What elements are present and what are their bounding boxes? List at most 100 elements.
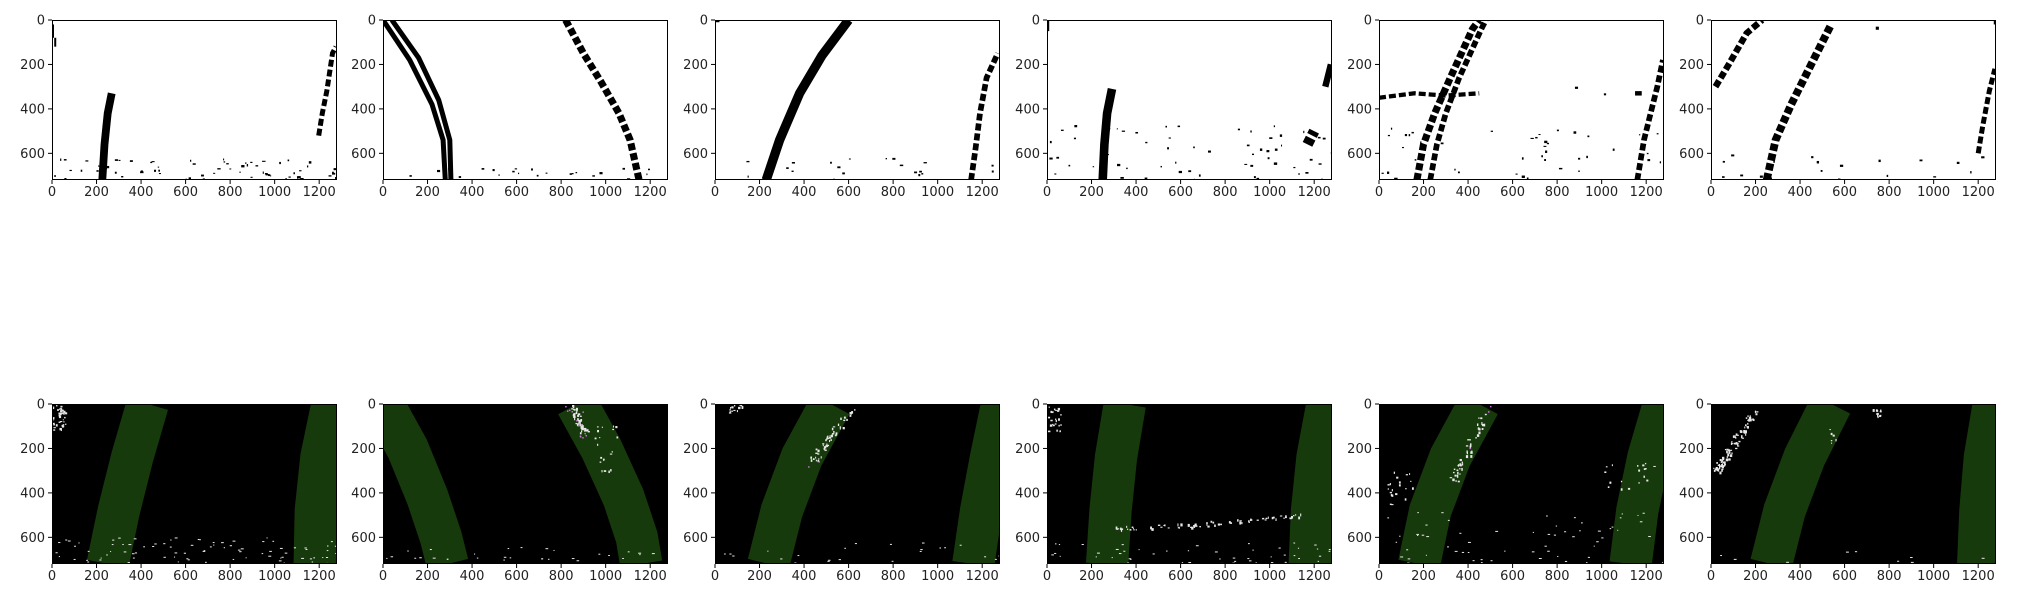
pixel-blob [1603, 93, 1607, 96]
axes-frame [52, 404, 337, 564]
noise-pixel [1617, 529, 1619, 531]
noise-pixel [612, 428, 615, 431]
x-tick-label: 600 [173, 185, 198, 200]
noise-pixel [1255, 562, 1258, 564]
noise-pixel [1587, 556, 1590, 558]
noise-pixel [1879, 414, 1882, 416]
panel-r1-c5-image [1711, 404, 1996, 564]
pixel-blob [1574, 86, 1579, 89]
noise-pixel [1642, 512, 1645, 514]
noise-pixel [536, 174, 539, 177]
noise-pixel [197, 538, 200, 540]
x-tick-label: 400 [1124, 569, 1149, 584]
noise-pixel [63, 421, 65, 423]
noise-pixel [229, 545, 233, 547]
y-tick-label: 600 [1347, 147, 1372, 162]
noise-pixel [58, 415, 62, 419]
noise-pixel [730, 406, 732, 409]
noise-pixel [334, 545, 337, 547]
detected-pixel [1283, 517, 1285, 519]
noise-pixel [481, 168, 485, 170]
noise-pixel [326, 550, 329, 552]
noise-pixel [920, 549, 923, 551]
x-tick-label: 1000 [589, 569, 622, 584]
detected-pixel [1191, 526, 1194, 530]
axes-frame [383, 404, 668, 564]
x-tick-label: 200 [747, 569, 772, 584]
detected-pixel [1721, 469, 1723, 472]
noise-pixel [1214, 551, 1218, 553]
detected-pixel [824, 449, 827, 451]
noise-pixel [157, 166, 160, 168]
detected-pixel [1722, 459, 1724, 462]
detected-pixel [826, 437, 828, 440]
noise-pixel [892, 157, 896, 160]
x-tick-label: 0 [711, 185, 719, 200]
noise-pixel [1619, 517, 1622, 519]
detected-pixel [1298, 516, 1301, 520]
detected-pixel [1163, 524, 1165, 527]
x-tick-label: 800 [881, 569, 906, 584]
x-tick-label: 200 [84, 185, 109, 200]
noise-pixel [1408, 473, 1411, 475]
highlight-pixel [566, 410, 569, 412]
noise-pixel [58, 421, 61, 423]
noise-pixel [1318, 163, 1322, 165]
x-tick-label: 800 [1877, 185, 1902, 200]
noise-pixel [1467, 541, 1471, 543]
noise-pixel [1877, 415, 1879, 419]
detected-pixel [1199, 525, 1201, 528]
noise-pixel [1055, 419, 1057, 423]
noise-pixel [335, 177, 337, 180]
y-tick-label: 200 [1015, 58, 1040, 73]
noise-pixel [1267, 157, 1270, 160]
detected-pixel [1459, 458, 1462, 462]
noise-pixel [1421, 534, 1425, 536]
x-tick-label: 800 [549, 569, 574, 584]
noise-pixel [627, 551, 630, 553]
x-tick-label: 1200 [1298, 185, 1331, 200]
axes-frame [715, 20, 1000, 180]
detected-pixel [1194, 523, 1197, 527]
noise-pixel [121, 176, 124, 178]
panel-r0-c0-y-axis: 0 200 400 600 [20, 14, 52, 162]
detected-pixel [1720, 464, 1723, 466]
noise-pixel [1578, 157, 1581, 160]
noise-pixel [1152, 553, 1155, 555]
noise-pixel [59, 413, 62, 416]
noise-pixel [1291, 179, 1295, 180]
detected-pixel [1744, 426, 1746, 429]
detected-pixel [1132, 527, 1134, 530]
detected-pixel [1469, 444, 1472, 447]
detected-pixel [1726, 456, 1728, 459]
noise-pixel [601, 426, 603, 428]
detected-pixel [1720, 466, 1723, 468]
axes-frame [383, 20, 668, 180]
noise-pixel [187, 559, 190, 561]
x-tick-label: 200 [1743, 569, 1768, 584]
detected-pixel [1250, 518, 1252, 522]
noise-pixel [1309, 158, 1313, 161]
detected-pixel [1717, 464, 1721, 466]
noise-pixel [1266, 150, 1270, 153]
noise-pixel [1919, 159, 1923, 162]
detected-pixel [1720, 461, 1722, 464]
detected-pixel [833, 431, 835, 433]
noise-pixel [1557, 555, 1559, 557]
x-tick-label: 200 [747, 185, 772, 200]
noise-pixel [1058, 544, 1061, 546]
noise-pixel [1314, 544, 1317, 546]
detected-pixel [822, 444, 824, 447]
noise-pixel [58, 542, 61, 544]
highlight-pixel [579, 435, 582, 437]
noise-pixel [140, 171, 144, 174]
noise-pixel [239, 171, 241, 173]
detected-pixel [1745, 424, 1747, 427]
noise-pixel [889, 543, 892, 545]
detected-pixel [829, 439, 831, 443]
lane-search-window [558, 404, 663, 564]
y-tick-label: 400 [683, 486, 708, 501]
detected-pixel [577, 413, 581, 416]
noise-pixel [602, 459, 605, 461]
lane-search-window [1609, 404, 1664, 564]
